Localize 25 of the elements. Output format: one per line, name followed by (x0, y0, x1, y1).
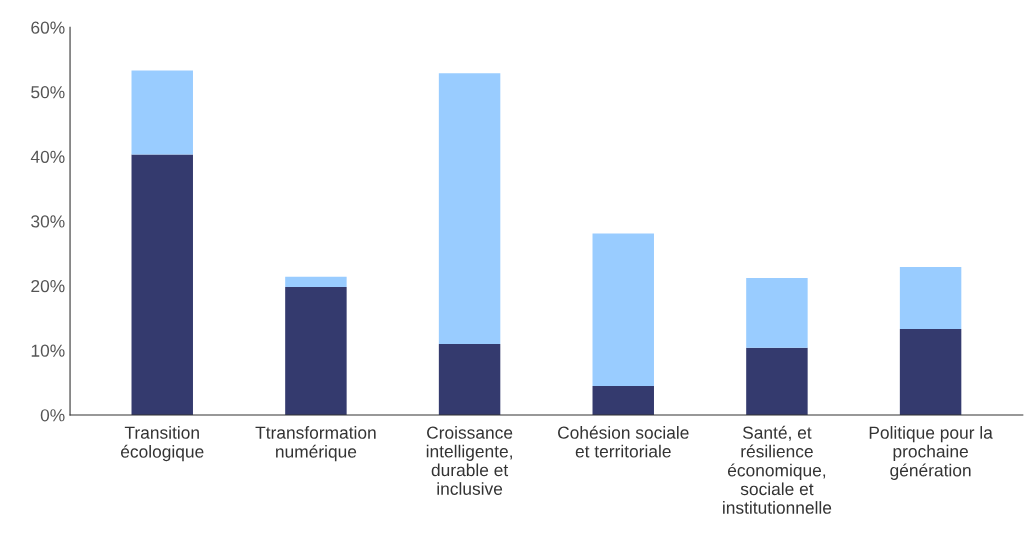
x-tick-label: Cohésion sociale et territoriale (558, 425, 689, 458)
bar (899, 329, 962, 415)
y-tick-label: 30% (31, 215, 65, 228)
bar (438, 73, 501, 344)
x-tick-label: Santé, et résilience économique, sociale et institutionnelle (723, 425, 832, 514)
y-tick-label: 60% (31, 21, 65, 34)
bar (592, 233, 654, 386)
bar (746, 277, 808, 348)
bar (285, 276, 347, 288)
bar (131, 70, 193, 155)
x-tick-label: Transition écologique (120, 426, 204, 462)
bar (592, 385, 654, 415)
bar (746, 347, 808, 415)
x-tick-label: Croissance intelligente, durable et inclusive (426, 426, 513, 495)
x-tick-label: Politique pour la prochaine génération (869, 426, 993, 480)
bar (438, 343, 501, 415)
bar (285, 287, 347, 415)
y-tick-label: 20% (31, 279, 65, 293)
y-tick-label: 50% (31, 86, 65, 99)
y-tick-label: 10% (31, 344, 65, 357)
y-tick-label: 0% (40, 409, 65, 422)
x-tick-label: Ttransformation numérique (255, 426, 376, 462)
bar (131, 154, 193, 415)
y-tick-label: 40% (30, 150, 65, 163)
bar (899, 267, 962, 330)
